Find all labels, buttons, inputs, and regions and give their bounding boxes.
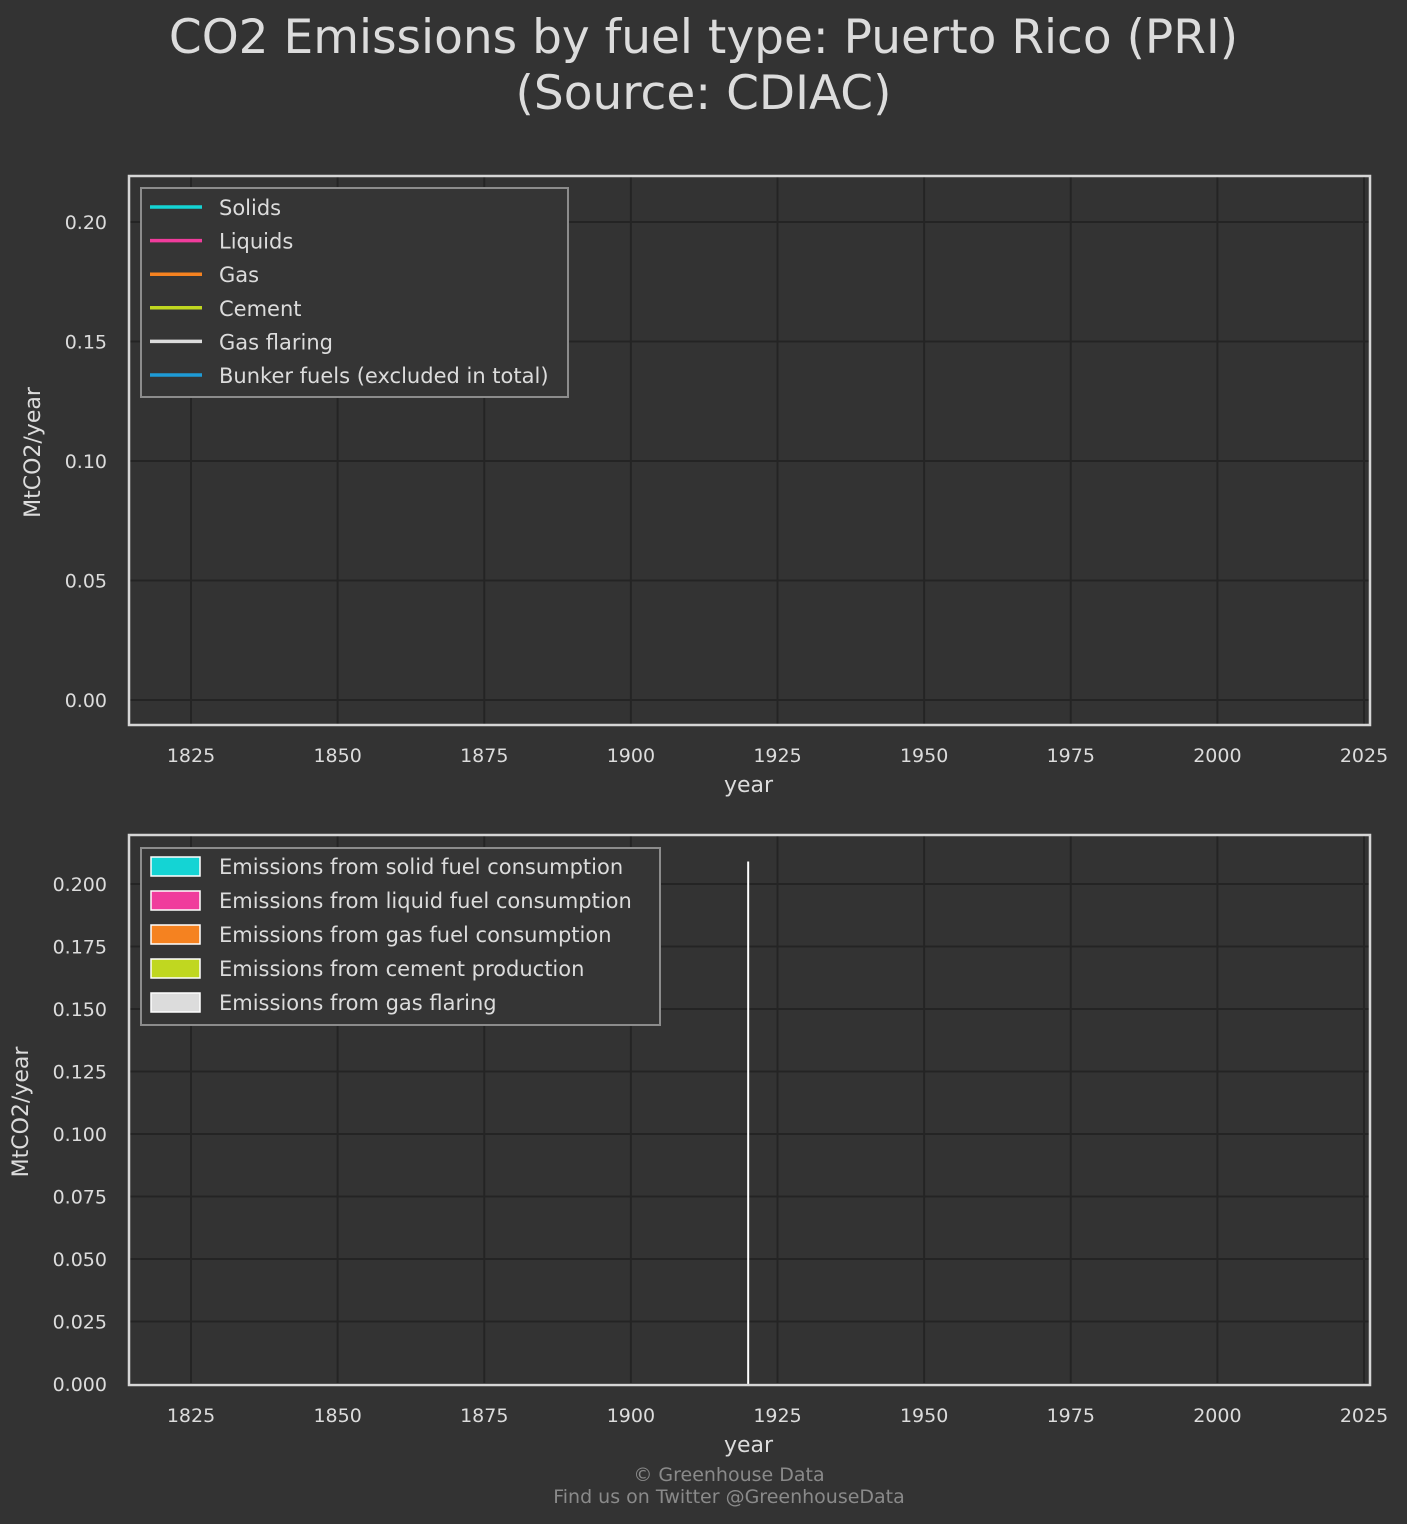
- y-axis-title: MtCO2/year: [9, 1046, 34, 1178]
- legend-label: Emissions from cement production: [219, 957, 584, 981]
- legend-swatch-gas: [150, 924, 201, 945]
- y-tick-label: 0.150: [53, 999, 107, 1021]
- x-tick-label: 1875: [460, 1405, 508, 1427]
- y-tick-label: 0.125: [53, 1062, 107, 1084]
- legend-swatch-cement: [150, 958, 201, 979]
- page-title: CO2 Emissions by fuel type: Puerto Rico …: [0, 10, 1407, 122]
- y-tick-label: 0.00: [65, 690, 107, 712]
- legend-label: Gas flaring: [219, 330, 333, 354]
- x-tick-label: 1825: [167, 745, 215, 767]
- y-tick-label: 0.10: [65, 451, 107, 473]
- title-line-1: CO2 Emissions by fuel type: Puerto Rico …: [168, 10, 1239, 65]
- y-tick-label: 0.20: [65, 212, 107, 234]
- legend-label: Bunker fuels (excluded in total): [219, 364, 549, 388]
- x-tick-label: 1825: [167, 1405, 215, 1427]
- legend-label: Emissions from gas flaring: [219, 991, 497, 1015]
- x-axis-title: year: [724, 1433, 774, 1458]
- x-tick-label: 1925: [753, 1405, 801, 1427]
- x-tick-label: 1900: [607, 1405, 655, 1427]
- x-tick-label: 1925: [753, 745, 801, 767]
- legend-label: Emissions from solid fuel consumption: [219, 855, 623, 879]
- plot-frame: [127, 174, 1372, 727]
- x-tick-label: 1950: [900, 745, 948, 767]
- y-tick-label: 0.025: [53, 1312, 107, 1334]
- x-tick-label: 1975: [1047, 745, 1095, 767]
- x-tick-label: 1875: [460, 745, 508, 767]
- legend-box: [140, 187, 569, 398]
- legend-label: Liquids: [219, 230, 293, 254]
- legend-box: [140, 847, 661, 1026]
- y-axis-title: MtCO2/year: [21, 386, 46, 518]
- footer-copyright: © Greenhouse Data: [633, 1464, 825, 1486]
- footer: © Greenhouse Data Find us on Twitter @Gr…: [0, 1464, 1407, 1508]
- x-tick-label: 1850: [313, 1405, 361, 1427]
- legend-label: Emissions from gas fuel consumption: [219, 923, 612, 947]
- y-tick-label: 0.100: [53, 1124, 107, 1146]
- y-tick-label: 0.075: [53, 1187, 107, 1209]
- x-tick-label: 2025: [1340, 1405, 1388, 1427]
- y-tick-label: 0.15: [65, 332, 107, 354]
- legend-swatch-gas_flaring: [150, 992, 201, 1013]
- legend-swatch-solids: [150, 856, 201, 877]
- y-tick-label: 0.200: [53, 874, 107, 896]
- legend-swatch-liquids: [150, 890, 201, 911]
- y-tick-label: 0.000: [53, 1374, 107, 1396]
- legend: Solids Liquids Gas Cement Gas flaring Bunker …: [140, 187, 569, 398]
- legend: Emissions from solid fuel consumption Emi…: [140, 847, 661, 1026]
- chart-panel-1: 1825 1850 1875 1900 1925 1950 1975 2000 2025 0.00…: [21, 174, 1388, 798]
- y-tick-label: 0.175: [53, 937, 107, 959]
- plot-frame: [127, 833, 1372, 1387]
- legend-label: Solids: [219, 196, 281, 220]
- x-tick-label: 1900: [607, 745, 655, 767]
- legend-label: Cement: [219, 297, 302, 321]
- x-tick-label: 2000: [1193, 1405, 1241, 1427]
- x-tick-label: 2025: [1340, 745, 1388, 767]
- legend-label: Emissions from liquid fuel consumption: [219, 889, 632, 913]
- chart-panel-2: 1825 1850 1875 1900 1925 1950 1975 2000 2025 0.00…: [9, 833, 1388, 1458]
- legend-label: Gas: [219, 263, 259, 287]
- title-line-2: (Source: CDIAC): [515, 66, 892, 121]
- x-tick-label: 2000: [1193, 745, 1241, 767]
- x-tick-label: 1950: [900, 1405, 948, 1427]
- footer-twitter: Find us on Twitter @GreenhouseData: [553, 1486, 905, 1508]
- x-tick-label: 1975: [1047, 1405, 1095, 1427]
- y-tick-label: 0.05: [65, 571, 107, 593]
- y-tick-label: 0.050: [53, 1249, 107, 1271]
- x-axis-title: year: [724, 773, 774, 798]
- x-tick-label: 1850: [313, 745, 361, 767]
